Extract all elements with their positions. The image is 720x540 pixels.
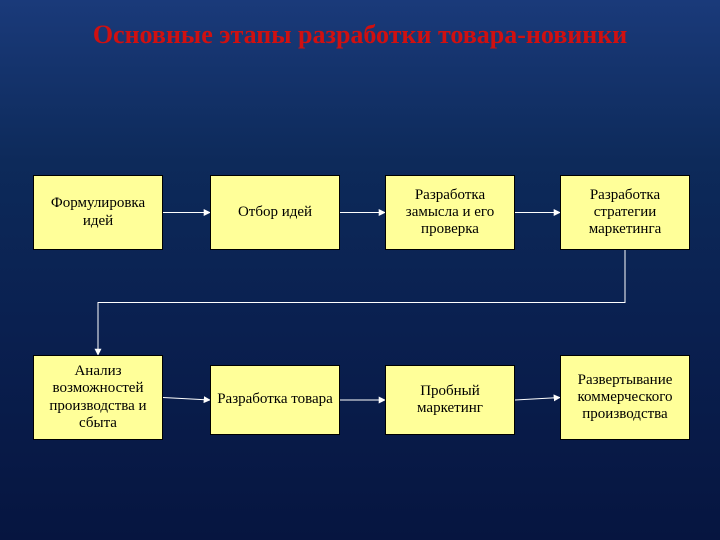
flow-node: Разработка товара xyxy=(210,365,340,435)
flow-node: Анализ возможностей производства и сбыта xyxy=(33,355,163,440)
slide-title: Основные этапы разработки товара-новинки xyxy=(0,20,720,50)
flow-node: Пробный маркетинг xyxy=(385,365,515,435)
flow-node: Отбор идей xyxy=(210,175,340,250)
flow-node: Разработка стратегии маркетинга xyxy=(560,175,690,250)
flow-node: Разработка замысла и его проверка xyxy=(385,175,515,250)
connectors-layer xyxy=(0,0,720,540)
flow-node: Формулировка идей xyxy=(33,175,163,250)
slide: Основные этапы разработки товара-новинки… xyxy=(0,0,720,540)
flow-node: Развертывание коммерческого производства xyxy=(560,355,690,440)
